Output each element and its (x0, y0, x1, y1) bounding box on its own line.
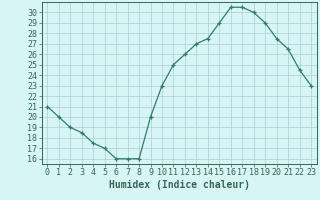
X-axis label: Humidex (Indice chaleur): Humidex (Indice chaleur) (109, 180, 250, 190)
